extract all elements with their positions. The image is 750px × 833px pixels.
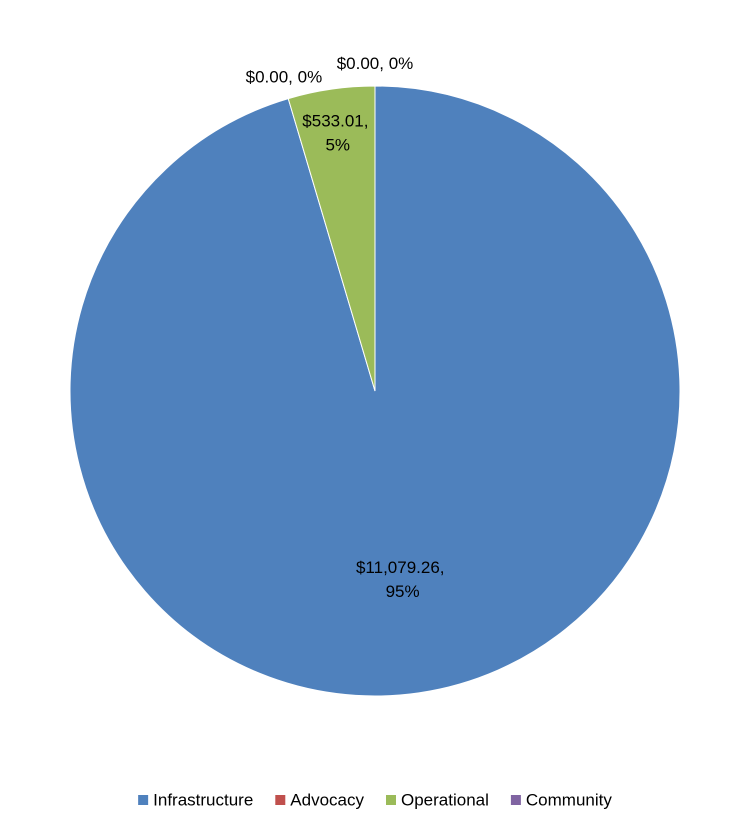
legend: Infrastructure Advocacy Operational Communi… [138,790,612,809]
legend-swatch [510,795,521,805]
label-line: $533.01, [302,112,373,131]
legend-swatch [386,795,396,805]
legend-label: Operational [401,790,489,809]
pie-slice [287,85,376,392]
legend-label: Community [526,790,612,809]
legend-swatch [275,795,286,805]
legend-label: Advocacy [290,790,364,809]
legend-label: Infrastructure [153,790,253,809]
data-label: $533.01, 5% [302,112,373,155]
data-label: $11,079.26, 95% [356,559,449,602]
label-line: 5% [325,136,350,155]
data-label: $0.00, 0% [246,67,323,86]
label-line: $11,079.26, [356,559,449,578]
legend-swatch [138,795,149,805]
label-line: 95% [386,583,420,602]
data-label: $0.00, 0% [337,54,414,73]
